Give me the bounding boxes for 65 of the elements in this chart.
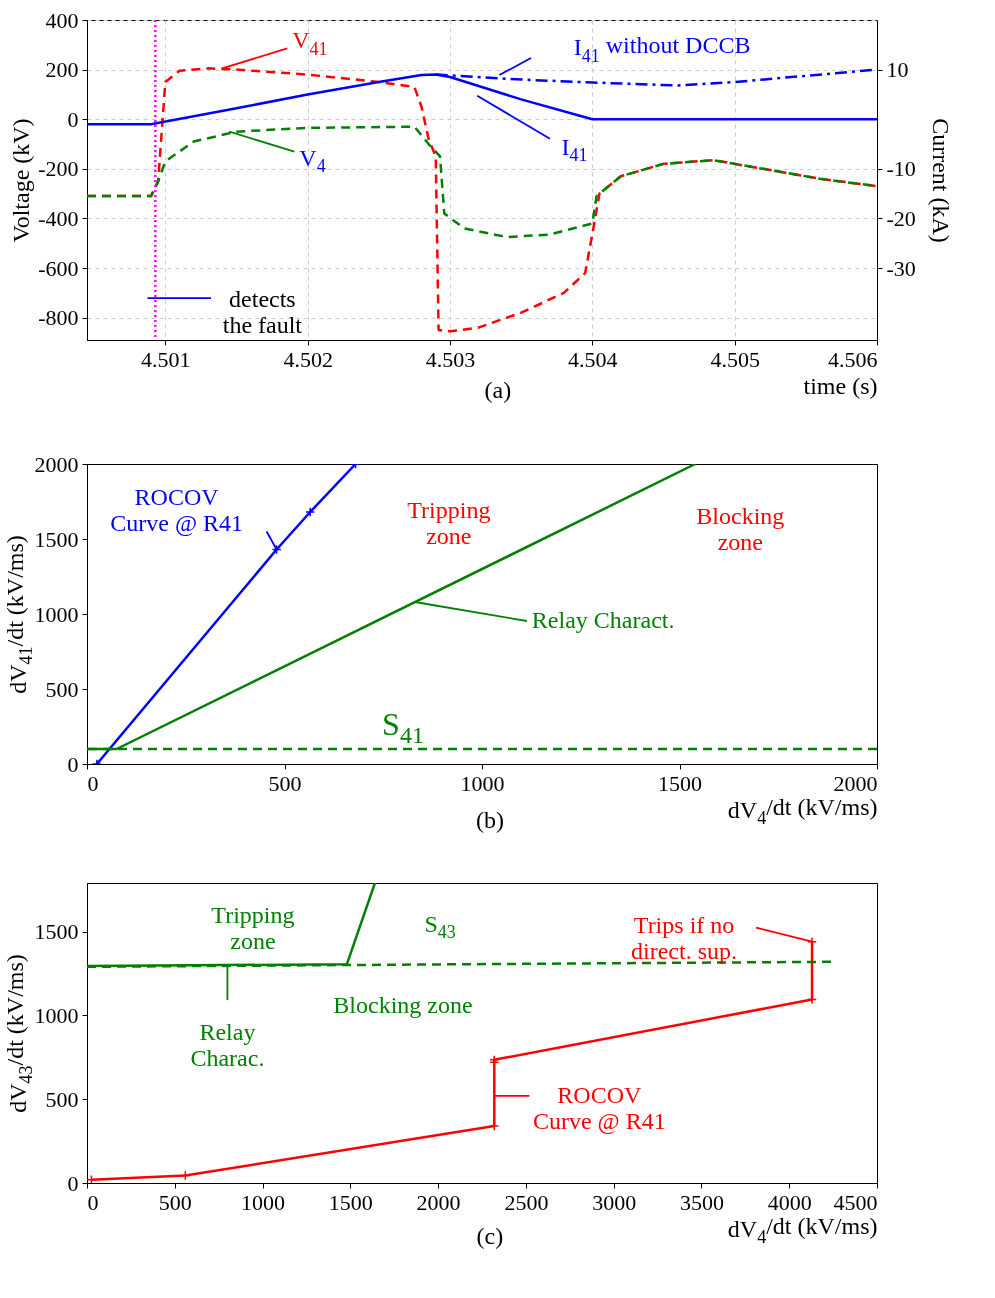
x-tick-label: 500: [158, 1189, 192, 1215]
y-tick-label: 200: [45, 57, 79, 83]
annotation: V$_{41}$: [292, 27, 328, 59]
text: (b): [475, 807, 504, 833]
annotation: ROCOV Curve @ R41: [532, 1081, 666, 1134]
y2-tick-label: -20: [886, 205, 916, 231]
x-tick-label: 3000: [592, 1189, 637, 1215]
annotation: Trips if no direct. sup.: [631, 911, 738, 964]
annotation: V$_{4}$: [299, 144, 326, 176]
annotation: Relay Charac.: [190, 1019, 265, 1072]
y-tick-label: -200: [38, 156, 79, 182]
annotation: Tripping zone: [211, 902, 295, 954]
y-tick-label: 0: [67, 106, 79, 132]
annotation: Blocking zone: [333, 992, 473, 1018]
y-tick-label: 400: [45, 7, 79, 33]
y-tick-label: 0: [67, 1170, 79, 1196]
y-tick-label: 0: [67, 751, 79, 777]
annotation: S$_{43}$: [424, 911, 456, 943]
x-tick-label: 4.501: [141, 346, 191, 372]
x-tick-label: 2000: [416, 1189, 461, 1215]
y2-tick-label: 10: [886, 57, 909, 83]
x-axis-title: dV$_{4}$/dt (kV/ms): [727, 794, 878, 828]
y-tick-label: 1000: [34, 1002, 79, 1028]
x-axis-title: time (s): [803, 372, 878, 399]
x-tick-label: 1000: [241, 1189, 286, 1215]
x-tick-label: 500: [268, 770, 302, 796]
annotation: Tripping zone: [407, 496, 491, 549]
annotation: I$_{41}$ without DCCB: [573, 32, 751, 66]
x-tick-label: 0: [87, 1189, 99, 1215]
x-tick-label: 0: [87, 770, 99, 796]
y-tick-label: 2000: [34, 451, 79, 477]
x-tick-label: 2500: [504, 1189, 549, 1215]
y2-tick-label: -10: [886, 156, 916, 182]
x-tick-label: 2000: [833, 770, 878, 796]
annotation: ROCOV Curve @ R41: [110, 483, 243, 536]
x-tick-label: 1500: [658, 770, 702, 796]
annotation: detects the fault: [222, 286, 303, 338]
x-tick-label: 3500: [679, 1189, 724, 1215]
y-tick-label: 500: [45, 676, 79, 702]
x-tick-label: 4.505: [710, 346, 760, 372]
annotation: I$_{41}$: [561, 134, 588, 166]
y-axis-title: Voltage (kV): [8, 118, 35, 243]
x-tick-label: 4.502: [283, 346, 333, 372]
x-tick-label: 4000: [767, 1189, 812, 1215]
y-tick-label: -400: [38, 205, 79, 231]
ref-line-label: S$_{41}$: [382, 706, 424, 749]
text: (c): [476, 1223, 504, 1249]
y-tick-label: -800: [38, 305, 79, 331]
x-tick-label: 4.506: [828, 346, 878, 372]
x-tick-label: 4500: [833, 1189, 878, 1215]
text: (a): [484, 377, 512, 404]
annotation: Relay Charact.: [531, 607, 675, 633]
annotation: Blocking zone: [696, 502, 785, 555]
x-tick-label: 4.504: [568, 346, 618, 372]
x-axis-title: dV$_{4}$/dt (kV/ms): [727, 1213, 878, 1247]
x-tick-label: 4.503: [425, 346, 476, 372]
y2-tick-label: -30: [886, 255, 916, 281]
y-tick-label: 1500: [34, 526, 79, 552]
x-tick-label: 1500: [328, 1189, 373, 1215]
x-tick-label: 1000: [460, 770, 505, 796]
y-tick-label: 500: [45, 1086, 79, 1112]
y2-axis-title: Current (kA): [927, 118, 954, 243]
y-tick-label: -600: [38, 255, 79, 281]
y-tick-label: 1000: [34, 601, 79, 627]
y-tick-label: 1500: [34, 919, 79, 945]
